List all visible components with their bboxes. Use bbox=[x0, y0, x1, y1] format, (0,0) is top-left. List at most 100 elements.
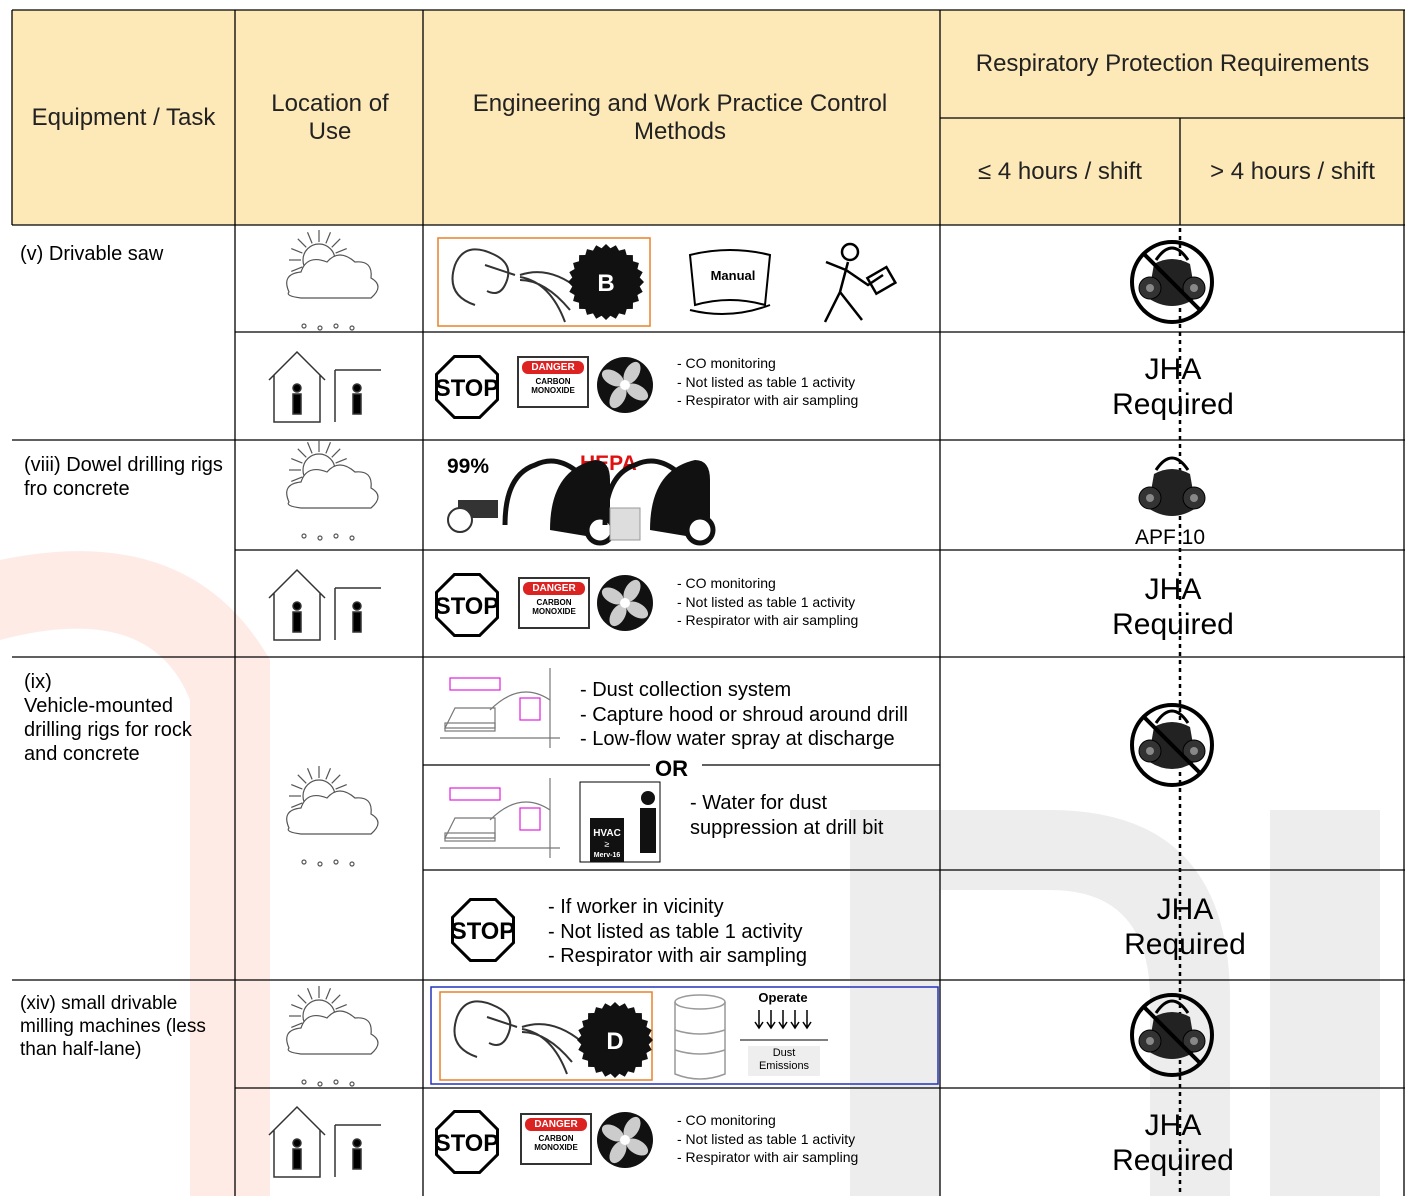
control-notes: - Dust collection system - Capture hood o… bbox=[580, 678, 908, 752]
arrow bbox=[802, 1010, 812, 1030]
manual-icon bbox=[688, 249, 772, 315]
drum-icon bbox=[674, 994, 726, 1080]
control-notes: - If worker in vicinity - Not listed as t… bbox=[548, 895, 807, 969]
blade-icon: D bbox=[577, 1002, 653, 1078]
indoor-icon bbox=[268, 568, 381, 641]
equipment: (ix) Vehicle-mounted drilling rigs for r… bbox=[24, 671, 192, 765]
respirator-icon bbox=[1130, 240, 1214, 324]
control-note: - Water for dust suppression at drill bi… bbox=[690, 792, 884, 839]
danger-header: DANGER bbox=[523, 582, 585, 595]
note: - Not listed as table 1 activity bbox=[677, 1130, 856, 1147]
vacuum-icon bbox=[602, 458, 716, 546]
note: - Not listed as table 1 activity bbox=[677, 373, 856, 390]
grinder-icon bbox=[447, 500, 498, 533]
note: - Capture hood or shroud around drill bbox=[580, 703, 908, 726]
respirator-icon bbox=[1130, 993, 1214, 1077]
note: - Respirator with air sampling bbox=[548, 945, 807, 967]
stop-text: STOP bbox=[435, 1130, 499, 1157]
respirator-icon bbox=[1138, 456, 1206, 516]
note: - CO monitoring bbox=[677, 1112, 776, 1128]
ventilation-icon bbox=[597, 1112, 653, 1168]
outdoor-icon bbox=[286, 766, 379, 867]
operate-label: Operate bbox=[758, 990, 807, 1005]
requirement: JHA Required bbox=[1112, 353, 1234, 421]
drill-rig-illustration bbox=[440, 778, 560, 858]
outdoor-icon bbox=[286, 440, 379, 541]
stop-text: STOP bbox=[435, 593, 499, 620]
blade-letter: B bbox=[597, 270, 614, 297]
note: - Not listed as table 1 activity bbox=[548, 920, 803, 943]
equipment: (xiv) small drivable milling machines (l… bbox=[20, 993, 206, 1060]
indoor-icon bbox=[268, 350, 381, 423]
control-notes: - CO monitoring - Not listed as table 1 a… bbox=[677, 354, 858, 410]
requirement: JHA Required bbox=[1112, 1109, 1234, 1177]
danger-header: DANGER bbox=[522, 361, 584, 374]
requirement: JHA Required bbox=[1124, 893, 1246, 961]
note: - CO monitoring bbox=[677, 355, 776, 371]
emissions-label: Dust Emissions bbox=[758, 1047, 810, 1072]
header-controls: Engineering and Work Practice Control Me… bbox=[472, 89, 888, 145]
control-notes: - CO monitoring - Not listed as table 1 a… bbox=[677, 1111, 858, 1167]
control-notes: - CO monitoring - Not listed as table 1 a… bbox=[677, 574, 858, 630]
indoor-icon bbox=[268, 1105, 381, 1178]
ventilation-icon bbox=[597, 357, 653, 413]
ventilation-icon bbox=[597, 575, 653, 631]
header-up-to-4h: ≤ 4 hours / shift bbox=[978, 157, 1142, 185]
stop-text: STOP bbox=[435, 375, 499, 402]
dust-cloud bbox=[748, 1046, 820, 1076]
stop-text: STOP bbox=[451, 918, 515, 945]
note: - Not listed as table 1 activity bbox=[677, 593, 856, 610]
blade-letter: D bbox=[606, 1028, 623, 1055]
stop-sign: STOP bbox=[435, 355, 499, 419]
equipment: (v) Drivable saw bbox=[20, 243, 164, 265]
respirator-icon bbox=[1130, 703, 1214, 787]
stop-sign: STOP bbox=[435, 573, 499, 637]
arrow bbox=[790, 1010, 800, 1030]
vacuum-icon bbox=[502, 458, 616, 546]
arrow bbox=[778, 1010, 788, 1030]
equipment: (viii) Dowel drilling rigs fro concrete bbox=[24, 454, 223, 500]
note: - Low-flow water spray at discharge bbox=[580, 728, 895, 750]
header-over-4h: > 4 hours / shift bbox=[1210, 157, 1375, 185]
efficiency-label: 99% bbox=[447, 455, 489, 478]
danger-sign: DANGER CARBON MONOXIDE bbox=[518, 577, 590, 629]
stop-sign: STOP bbox=[435, 1110, 499, 1174]
arrow bbox=[754, 1010, 764, 1030]
note: - If worker in vicinity bbox=[548, 896, 724, 918]
note: - Respirator with air sampling bbox=[677, 612, 859, 628]
outdoor-icon bbox=[286, 230, 379, 331]
control-box bbox=[439, 991, 653, 1081]
stop-sign: STOP bbox=[451, 898, 515, 962]
header-equipment: Equipment / Task bbox=[31, 103, 216, 131]
danger-sign: DANGER CARBON MONOXIDE bbox=[517, 356, 589, 408]
surface-icon bbox=[609, 507, 641, 541]
danger-header: DANGER bbox=[525, 1118, 587, 1131]
note: - Respirator with air sampling bbox=[677, 392, 859, 408]
hvac-unit bbox=[590, 818, 624, 862]
danger-sign: DANGER CARBON MONOXIDE bbox=[520, 1113, 592, 1165]
outdoor-icon bbox=[286, 986, 379, 1087]
water-spray-icon bbox=[451, 248, 581, 323]
manual-label: Manual bbox=[711, 268, 756, 283]
requirement: JHA Required bbox=[1112, 573, 1234, 641]
drill-rig-illustration bbox=[440, 668, 560, 748]
hvac-rating: ≥ bbox=[605, 839, 610, 849]
blade-icon: B bbox=[568, 244, 644, 320]
note: - Dust collection system bbox=[580, 679, 792, 701]
header-location: Location of Use bbox=[271, 89, 389, 145]
worker-icon bbox=[823, 242, 898, 323]
apf-label: APF 10 bbox=[1134, 526, 1206, 549]
arrow bbox=[766, 1010, 776, 1030]
control-box bbox=[430, 986, 939, 1085]
hvac-merv: Merv-16 bbox=[594, 852, 621, 859]
danger-text: CARBON MONOXIDE bbox=[532, 598, 576, 616]
note: - Respirator with air sampling bbox=[677, 1149, 859, 1165]
hvac-label: HVAC bbox=[593, 828, 621, 839]
header-respiratory: Respiratory Protection Requirements bbox=[975, 50, 1370, 77]
danger-text: CARBON MONOXIDE bbox=[534, 1134, 578, 1152]
or-separator: OR bbox=[655, 756, 688, 781]
note: - CO monitoring bbox=[677, 575, 776, 591]
water-spray-icon bbox=[453, 1000, 583, 1075]
